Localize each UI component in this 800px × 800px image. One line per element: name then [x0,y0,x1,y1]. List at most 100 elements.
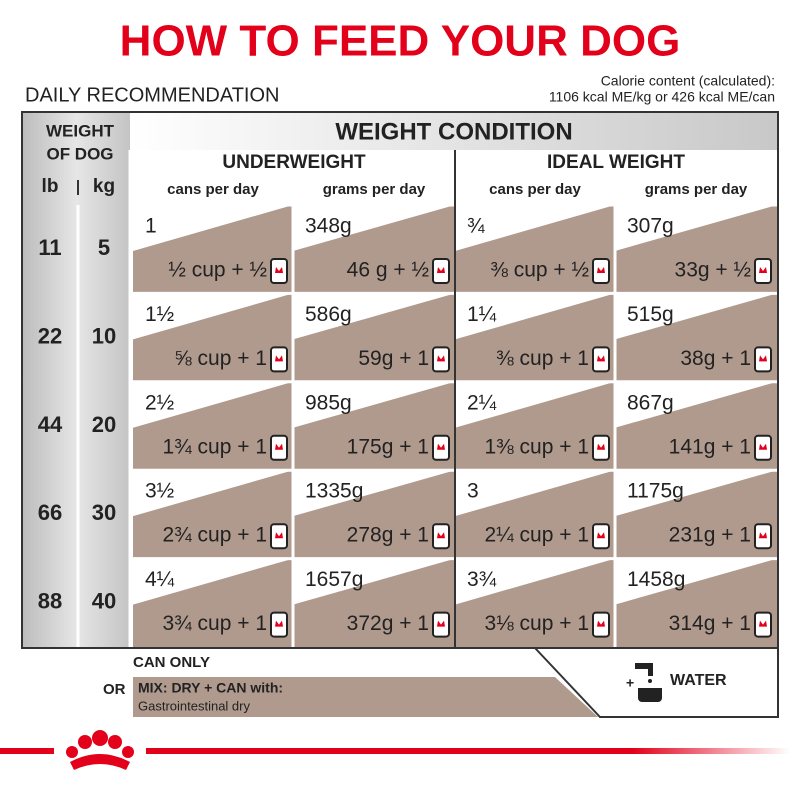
cell-portion: 231g + 1 [669,524,751,547]
cell-portion: 372g + 1 [347,612,429,635]
can-icon [592,611,610,638]
can-crown [759,532,767,539]
cell-shade [615,381,777,471]
can-icon [592,346,610,373]
svg-text:+: + [626,675,634,691]
can-crown [437,532,445,539]
cell-amount: 1458g [627,568,685,591]
cell-shade [293,293,455,382]
cell-amount: 1175g [627,480,684,503]
cell-shade [133,558,293,647]
can-crown [759,355,767,362]
can-icon [754,611,772,638]
column-header: cans per day [167,181,259,198]
cell-amount: 4¼ [145,568,175,591]
weight-header: OF DOG [46,144,113,163]
cell-portion: ⅜ cup + ½ [490,259,589,282]
weight-header: WEIGHT [46,121,115,140]
can-crown [275,443,283,450]
weight-lb: 88 [38,589,62,614]
can-icon [432,523,450,550]
column-header: grams per day [323,181,426,198]
subtitle: DAILY RECOMMENDATION [25,84,279,106]
can-icon [432,346,450,373]
condition-header-bg [130,113,777,150]
cell-portion: ⅝ cup + 1 [174,347,267,370]
can-crown [597,443,605,450]
water-icon: + [626,663,662,702]
can-crown [759,620,767,627]
cell-shade [455,205,615,294]
cell-portion: 1¾ cup + 1 [163,435,268,458]
column-header: grams per day [645,181,748,198]
cell-amount: 2½ [145,391,174,414]
cell-amount: 1½ [145,303,174,326]
cell-portion: 314g + 1 [669,612,751,635]
cell-amount: 3½ [145,480,174,503]
can-crown [275,355,283,362]
can-icon [270,434,288,461]
cell-portion: 59g + 1 [358,347,429,370]
weight-kg: 10 [92,323,116,348]
cell-amount: 586g [305,303,352,326]
cell-portion: 33g + ½ [675,259,751,282]
mix-label: MIX: DRY + CAN with: [138,680,283,696]
can-icon [754,258,772,284]
can-crown [597,267,605,273]
can-crown [597,532,605,539]
weight-kg: 40 [92,589,116,614]
can-crown [597,355,605,362]
can-icon [432,611,450,638]
or-label: OR [103,681,126,698]
cell-amount: ¾ [467,215,485,238]
cell-amount: 2¼ [467,391,497,414]
cell-shade [455,470,615,559]
cell-amount: 515g [627,303,674,326]
weight-kg: 30 [92,500,116,525]
cell-portion: 175g + 1 [347,435,429,458]
cell-amount: 1¼ [467,303,497,326]
can-crown [759,443,767,450]
brand-line [0,748,790,754]
cell-shade [133,381,293,471]
can-crown [759,267,767,273]
can-crown [437,355,445,362]
cell-portion: 46 g + ½ [347,259,429,282]
cell-portion: 2¾ cup + 1 [163,524,268,547]
can-icon [270,523,288,550]
cell-amount: 867g [627,391,674,414]
column-header: cans per day [489,181,581,198]
cell-shade [293,558,455,647]
can-icon [754,346,772,373]
cell-portion: 141g + 1 [669,435,751,458]
cell-shade [293,205,455,294]
weight-lb: 22 [38,323,62,348]
can-only: CAN ONLY [133,654,210,671]
cell-amount: 1335g [305,480,363,503]
cell-shade [455,558,615,647]
cell-portion: 3¾ cup + 1 [163,612,268,635]
cell-shade [455,293,615,382]
water-label: WATER [670,672,727,689]
mix-band [133,677,598,717]
can-icon [754,434,772,461]
mix-product: Gastrointestinal dry [138,698,250,713]
calorie-info: Calorie content (calculated): [601,73,775,89]
calorie-info: 1106 kcal ME/kg or 426 kcal ME/can [549,89,775,105]
can-icon [754,523,772,550]
cell-portion: ½ cup + ½ [168,259,267,282]
can-icon [270,258,288,284]
cell-shade [615,293,777,382]
cell-shade [293,381,455,471]
weight-lb: 11 [38,235,61,260]
cell-portion: 2¼ cup + 1 [485,524,590,547]
can-crown [597,620,605,627]
unit: lb [42,176,59,197]
cell-amount: 3¾ [467,568,497,591]
cell-shade [455,381,615,471]
group-header: UNDERWEIGHT [222,152,366,173]
cell-portion: 3⅛ cup + 1 [485,612,590,635]
cell-shade [133,470,293,559]
can-icon [592,434,610,461]
